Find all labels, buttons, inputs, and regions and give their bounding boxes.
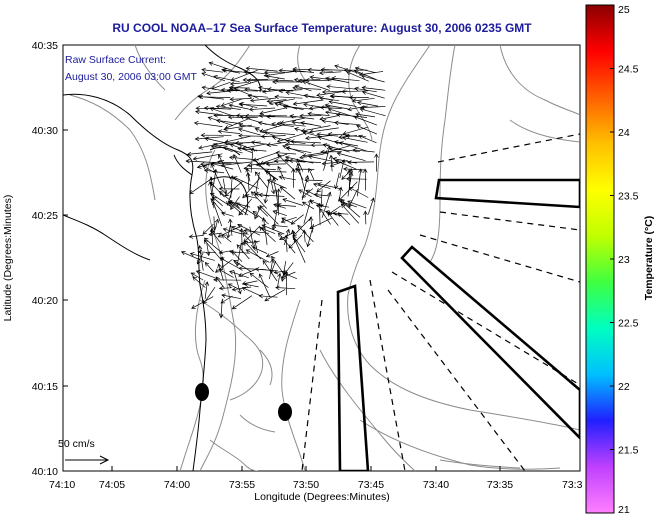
x-tick-label: 74:10 [49,479,75,491]
annotation-line-1: Raw Surface Current: [65,54,166,66]
y-tick-label: 40:25 [32,210,58,222]
x-tick-label: 73:45 [358,479,384,491]
station-marker [278,403,292,421]
x-tick-label: 73:50 [293,479,319,491]
x-tick-label: 73:35 [487,479,513,491]
y-tick-label: 40:30 [32,125,58,137]
annotation-line-2: August 30, 2006 03:00 GMT [65,71,198,83]
colorbar-ticks: 25 24.5 24 23.5 23 22.5 22 21.5 21 [610,4,639,516]
colorbar-tick-label: 23.5 [618,191,639,203]
y-tick-labels: 40:35 40:30 40:25 40:20 40:15 40:10 [32,40,68,478]
y-tick-label: 40:20 [32,295,58,307]
map-content [63,45,580,471]
y-tick-label: 40:35 [32,40,58,52]
radar-beams-dashed [301,133,580,471]
scale-label: 50 cm/s [58,438,95,450]
colorbar-tick-label: 24.5 [618,64,639,76]
y-axis-label: Latitude (Degrees:Minutes) [2,195,14,322]
y-tick-label: 40:10 [32,466,58,478]
x-tick-labels: 74:10 74:05 74:00 73:55 73:50 73:45 73:4… [49,466,583,491]
x-tick-label: 73:55 [229,479,255,491]
colorbar-tick-label: 21.5 [618,445,639,457]
current-vectors [180,61,386,319]
map-title: RU COOL NOAA–17 Sea Surface Temperature:… [112,21,532,35]
colorbar-tick-label: 21 [618,504,630,516]
x-axis-label: Longitude (Degrees:Minutes) [254,491,389,503]
colorbar-tick-label: 24 [618,127,630,139]
colorbar-tick-label: 25 [618,4,630,16]
map-frame [62,44,581,472]
x-tick-label: 73:3 [562,479,583,491]
x-tick-label: 74:00 [164,479,190,491]
x-tick-label: 74:05 [99,479,125,491]
y-tick-label: 40:15 [32,381,58,393]
colorbar-tick-label: 23 [618,254,630,266]
scale-arrow [65,455,110,465]
colorbar-tick-label: 22 [618,381,630,393]
colorbar-tick-label: 22.5 [618,318,639,330]
colorbar [585,4,615,514]
bathymetry-contours [69,45,580,471]
station-marker [195,383,209,401]
x-tick-label: 73:40 [423,479,449,491]
radar-beams-solid [336,178,580,471]
colorbar-label: Temperature (°C) [643,216,655,301]
